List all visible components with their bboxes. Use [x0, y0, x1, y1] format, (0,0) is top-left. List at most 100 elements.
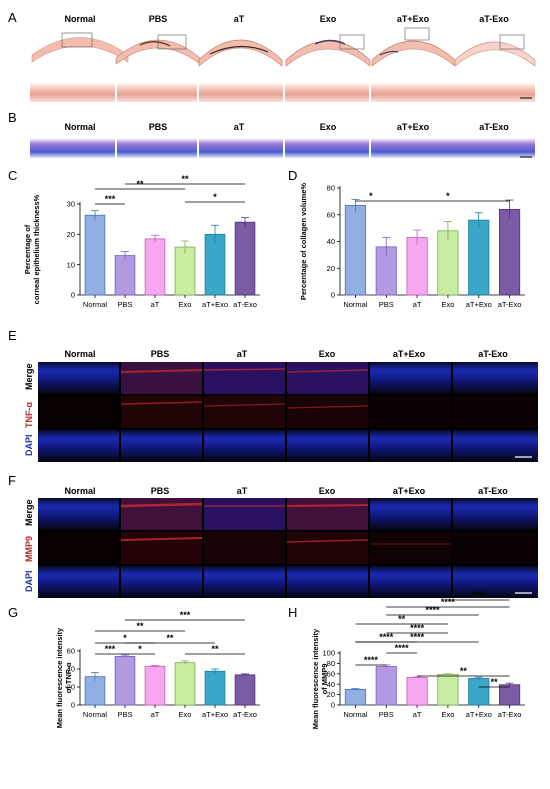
group-label: aT-Exo	[478, 349, 508, 359]
significance-label: ****	[379, 632, 394, 642]
y-tick-label: 20	[327, 264, 335, 273]
y-tick-label: 80	[327, 659, 335, 668]
bar	[144, 665, 166, 706]
significance-label: ***	[105, 644, 116, 654]
chart-panel-c: 0 10 20 30 Percentage of corneal epithelium t…	[23, 174, 260, 309]
y-tick-label: 60	[327, 210, 335, 219]
y-tick-label: 20	[67, 230, 75, 239]
bar	[468, 678, 490, 706]
bar	[437, 230, 459, 296]
y-axis-label: corneal epithelium thickness%	[32, 194, 41, 304]
headers-f: Normal PBS aT Exo aT+Exo aT-Exo	[64, 486, 508, 496]
group-label: PBS	[149, 14, 168, 24]
group-label: aT+Exo	[393, 349, 426, 359]
y-tick-label: 10	[67, 260, 75, 269]
x-tick-label: aT	[151, 300, 160, 309]
x-tick-label: Exo	[441, 300, 454, 309]
significance-label: *	[369, 191, 373, 201]
x-tick-label: Normal	[83, 710, 108, 719]
bar	[84, 214, 106, 296]
significance-label: **	[166, 633, 174, 643]
x-tick-label: PBS	[379, 300, 394, 309]
significance-label: ****	[410, 623, 425, 633]
x-tick-label: Normal	[343, 300, 368, 309]
bar	[344, 689, 366, 706]
significance-label: *	[138, 644, 142, 654]
panel-label-c: C	[8, 168, 17, 183]
row-label-merge: Merge	[24, 499, 34, 526]
x-tick-label: aT-Exo	[233, 300, 257, 309]
panel-label-e: E	[8, 328, 17, 343]
bar	[174, 246, 196, 296]
group-label: Normal	[64, 349, 95, 359]
e-row-tnf	[38, 396, 538, 428]
significance-label: ****	[364, 655, 379, 665]
headers-b: Normal PBS aT Exo aT+Exo aT-Exo	[64, 122, 509, 132]
y-tick-label: 40	[67, 665, 75, 674]
group-label: aT-Exo	[479, 122, 509, 132]
bar	[375, 666, 397, 706]
y-tick-label: 30	[67, 200, 75, 209]
he-overview-pbs	[115, 34, 201, 65]
panel-f-if-images	[38, 498, 538, 598]
f-row-mmp9	[38, 532, 538, 564]
he-zoom-row	[30, 82, 535, 102]
group-label: PBS	[151, 349, 170, 359]
y-tick-label: 60	[67, 647, 75, 656]
group-label: aT+Exo	[393, 486, 426, 496]
significance-label: **	[181, 174, 189, 184]
bar	[84, 676, 106, 706]
row-label-merge: Merge	[24, 363, 34, 390]
row-label-dapi: DAPI	[24, 570, 34, 592]
x-tick-label: aT	[413, 710, 422, 719]
x-tick-label: Exo	[179, 710, 192, 719]
x-tick-label: aT-Exo	[233, 710, 257, 719]
y-axis-label: Percentage of	[23, 224, 32, 274]
headers-a: Normal PBS aT Exo aT+Exo aT-Exo	[64, 14, 509, 24]
y-tick-label: 0	[331, 701, 335, 710]
bar	[144, 238, 166, 296]
significance-label: ****	[395, 643, 410, 653]
x-tick-label: PBS	[379, 710, 394, 719]
significance-label: **	[136, 621, 144, 631]
group-label: PBS	[151, 486, 170, 496]
y-tick-label: 40	[327, 237, 335, 246]
group-label: aT	[237, 486, 248, 496]
y-axis-label: Percentage of collagen volume%	[299, 183, 308, 300]
row-label-mmp9: MMP9	[24, 536, 34, 562]
bar	[437, 673, 459, 706]
significance-label: **	[211, 644, 219, 654]
x-tick-label: aT-Exo	[498, 710, 522, 719]
panel-e-if-images	[38, 362, 538, 462]
bar	[499, 208, 521, 296]
group-label: Exo	[319, 486, 336, 496]
x-tick-label: aT-Exo	[498, 300, 522, 309]
chart-panel-d: 0 20 40 60 80 Percentage of collagen volume% N…	[299, 183, 525, 309]
panel-label-b: B	[8, 110, 17, 125]
significance-label: **	[491, 677, 499, 687]
group-label: aT+Exo	[397, 14, 430, 24]
x-tick-label: aT+Exo	[202, 300, 228, 309]
y-tick-label: 80	[327, 184, 335, 193]
y-tick-label: 60	[327, 669, 335, 678]
group-label: aT	[234, 14, 245, 24]
bar	[234, 674, 256, 706]
significance-label: ****	[472, 590, 487, 600]
y-tick-label: 0	[71, 291, 75, 300]
he-overview-normal	[31, 32, 129, 63]
bar	[406, 677, 428, 706]
x-tick-label: aT	[413, 300, 422, 309]
group-label: Normal	[64, 122, 95, 132]
significance-label: ****	[410, 632, 425, 642]
bar	[234, 221, 256, 296]
x-tick-label: Normal	[343, 710, 368, 719]
bar	[174, 662, 196, 706]
he-overview-at-exo-minus	[454, 34, 536, 67]
e-row-dapi	[38, 430, 538, 462]
x-tick-label: aT	[151, 710, 160, 719]
significance-label: *	[123, 633, 127, 643]
bar	[499, 684, 521, 706]
panel-a-he-images	[30, 27, 536, 102]
